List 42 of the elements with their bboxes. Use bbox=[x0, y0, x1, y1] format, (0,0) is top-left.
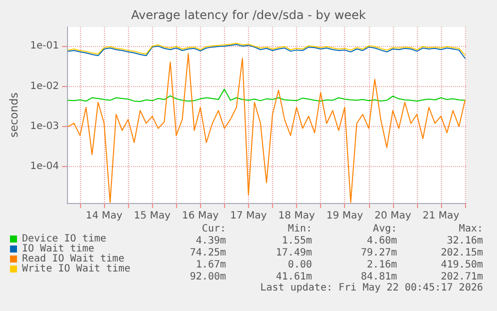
text: Last update: Fri May 22 00:45:17 2026 bbox=[260, 282, 484, 294]
x-tick-label: 17 May bbox=[230, 210, 267, 222]
x-tick-label: 21 May bbox=[422, 210, 460, 222]
text: 17.49m bbox=[276, 248, 312, 258]
text: Min: bbox=[288, 224, 312, 234]
text: 84.81m bbox=[360, 272, 397, 282]
text: 92.00m bbox=[190, 272, 226, 282]
text: 202.71m bbox=[440, 272, 484, 282]
text: 79.27m bbox=[360, 248, 397, 258]
legend-label: Read IO Wait time bbox=[22, 254, 124, 264]
text: 202.15m bbox=[440, 248, 484, 258]
legend-label: Device IO time bbox=[22, 234, 106, 244]
text: 41.61m bbox=[276, 272, 312, 282]
text: 1.67m bbox=[196, 260, 226, 270]
text: 2.16m bbox=[366, 260, 398, 270]
y-tick-label: 1e-04 bbox=[30, 161, 59, 172]
line-series bbox=[68, 42, 466, 56]
text: Avg: bbox=[372, 224, 398, 234]
y-axis-title: seconds bbox=[7, 92, 20, 138]
text: Cur: bbox=[202, 224, 226, 234]
text: 4.60m bbox=[366, 236, 398, 246]
text: 74.25m bbox=[190, 248, 226, 258]
text: Max: bbox=[458, 224, 484, 234]
y-tick-label: 1e-01 bbox=[30, 40, 59, 52]
text: 0.00 bbox=[288, 260, 312, 270]
text: 419.50m bbox=[440, 260, 484, 270]
chart-title: Average latency for /dev/sda - by week bbox=[131, 8, 366, 22]
y-tick-label: 1e-03 bbox=[30, 121, 59, 132]
x-tick-label: 18 May bbox=[278, 210, 315, 222]
x-tick-label: 20 May bbox=[374, 210, 412, 222]
x-tick-label: 14 May bbox=[86, 210, 122, 222]
text: 32.16m bbox=[446, 236, 483, 246]
text: 4.39m bbox=[196, 236, 226, 246]
x-tick-label: 19 May bbox=[326, 210, 364, 222]
x-tick-label: 15 May bbox=[134, 210, 171, 222]
line-series bbox=[68, 88, 466, 102]
text: 1.55m bbox=[282, 236, 312, 246]
y-tick-label: 1e-02 bbox=[30, 80, 59, 92]
line-series bbox=[68, 44, 466, 59]
legend-label: Write IO Wait time bbox=[22, 264, 130, 274]
legend-label: IO Wait time bbox=[22, 244, 94, 254]
x-tick-label: 16 May bbox=[182, 210, 219, 222]
